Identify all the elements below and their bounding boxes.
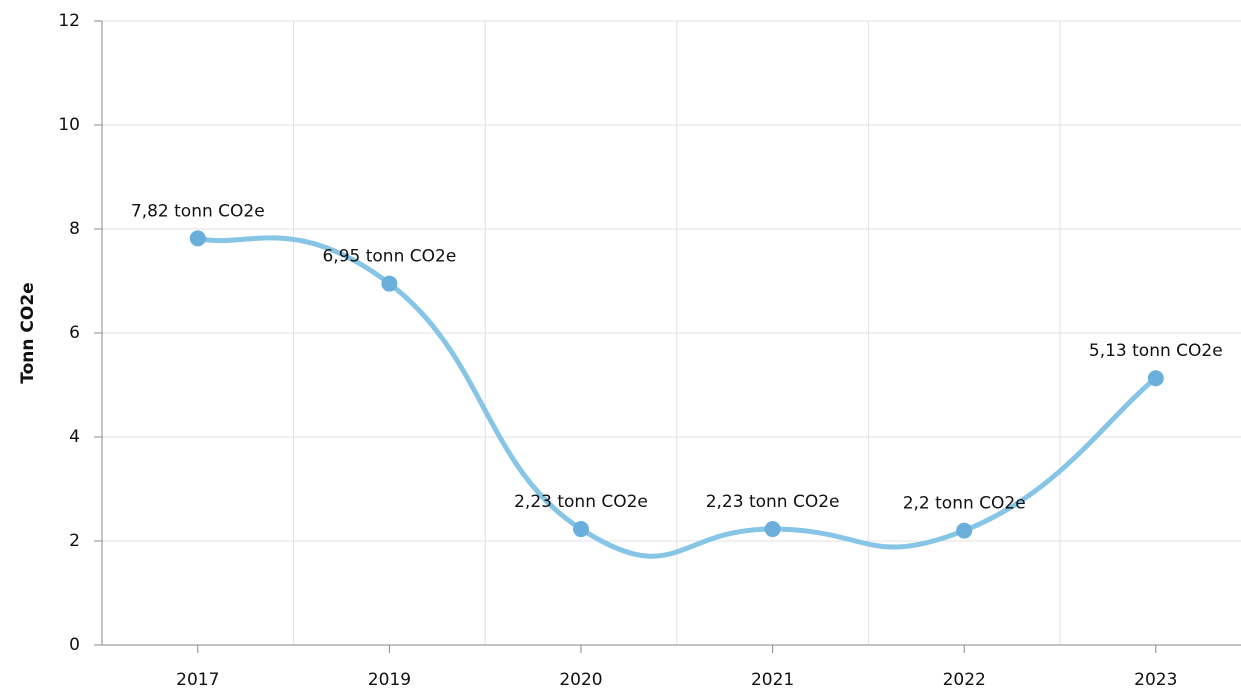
data-label: 2,2 tonn CO2e — [903, 494, 1026, 514]
point — [573, 521, 589, 538]
data-label: 2,23 tonn CO2e — [514, 492, 648, 512]
y-tick-label: 4 — [69, 427, 80, 447]
y-tick-label: 10 — [58, 115, 80, 135]
point — [189, 230, 206, 247]
x-tick-label: 2022 — [943, 670, 986, 690]
point — [381, 275, 398, 292]
data-label: 7,82 tonn CO2e — [131, 201, 265, 221]
data-label: 2,23 tonn CO2e — [706, 492, 840, 512]
point — [956, 522, 973, 539]
x-tick-label: 2021 — [751, 670, 794, 690]
data-label: 5,13 tonn CO2e — [1089, 341, 1223, 361]
x-tick-label: 2019 — [368, 670, 411, 690]
x-tick-label: 2017 — [176, 670, 219, 690]
line — [195, 235, 1159, 559]
x-tick-label: 2023 — [1134, 670, 1177, 690]
y-tick-label: 12 — [58, 11, 80, 31]
data-label: 6,95 tonn CO2e — [322, 247, 456, 267]
y-tick-label: 2 — [69, 531, 80, 551]
x-tick-label: 2020 — [559, 670, 602, 690]
y-tick-label: 0 — [69, 635, 80, 655]
point — [1147, 370, 1164, 387]
y-tick-label: 8 — [69, 219, 80, 239]
y-tick-label: 6 — [69, 323, 80, 343]
y-axis-label: Tonn CO2e — [18, 282, 38, 383]
point — [764, 521, 781, 538]
